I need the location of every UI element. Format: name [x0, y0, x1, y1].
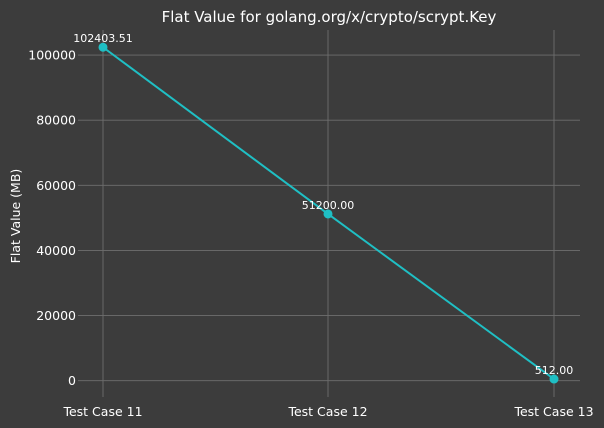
data-label: 51200.00: [302, 199, 355, 212]
data-point: [323, 209, 333, 219]
y-tick-label: 60000: [36, 178, 76, 193]
data-labels: 102403.51 51200.00 512.00: [73, 32, 573, 377]
y-tick-labels: 0 20000 40000 60000 80000 100000: [28, 48, 76, 389]
x-tick-label: Test Case 11: [62, 404, 142, 419]
chart-title: Flat Value for golang.org/x/crypto/scryp…: [162, 8, 497, 26]
y-tick-label: 0: [68, 373, 76, 388]
y-axis-label: Flat Value (MB): [8, 169, 23, 264]
x-tick-labels: Test Case 11 Test Case 12 Test Case 13: [62, 404, 593, 419]
x-tick-label: Test Case 12: [287, 404, 367, 419]
grid-lines: [78, 30, 580, 397]
data-label: 512.00: [535, 364, 574, 377]
data-point: [98, 42, 108, 52]
data-point: [549, 374, 559, 384]
y-tick-label: 20000: [36, 308, 76, 323]
y-tick-label: 100000: [28, 48, 76, 63]
series-line-group: [98, 42, 559, 384]
data-label: 102403.51: [73, 32, 133, 45]
x-tick-label: Test Case 13: [513, 404, 593, 419]
y-tick-label: 80000: [36, 113, 76, 128]
y-tick-label: 40000: [36, 243, 76, 258]
